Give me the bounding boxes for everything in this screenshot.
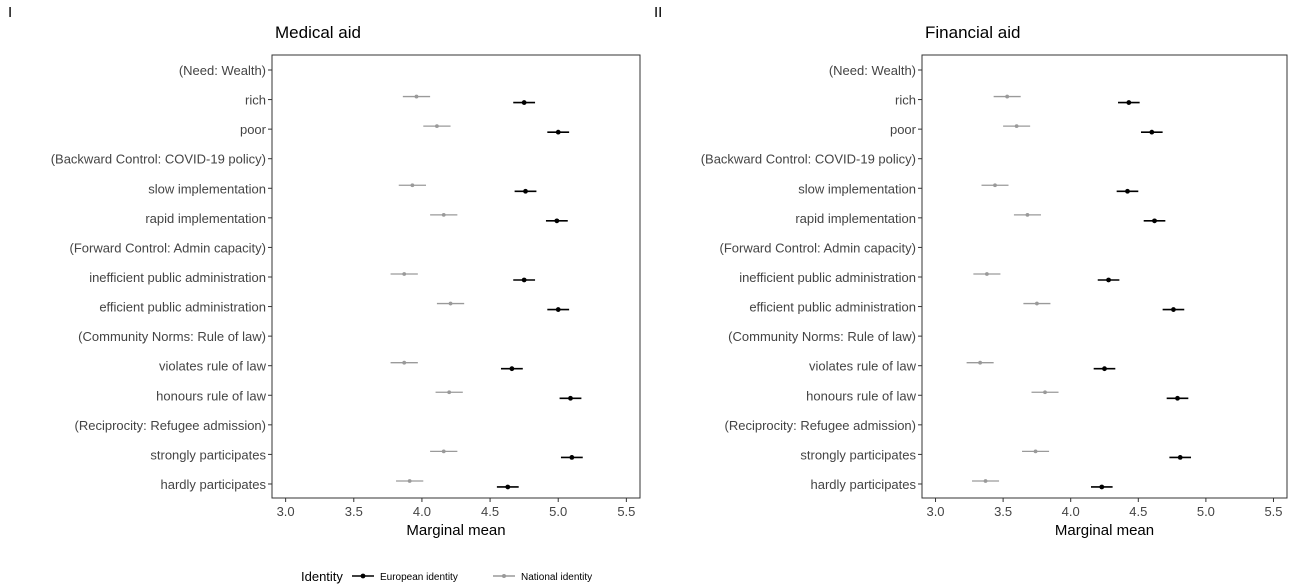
point-european-identity <box>1171 307 1176 312</box>
y-tick-label-hardly-participates: hardly participates <box>811 477 917 492</box>
panel-financial-aid: II Financial aid (Need: Wealth) rich poor (Ba… <box>654 4 1288 539</box>
point-national-identity <box>410 183 415 188</box>
y-tick-label-violates-rule-of-law: violates rule of law <box>809 359 917 374</box>
y-tick-label-rapid-implementation: rapid implementation <box>795 211 916 226</box>
point-european-identity <box>555 307 561 312</box>
point-national-identity <box>1005 94 1010 99</box>
panel-label: I <box>8 4 12 21</box>
point-european-identity <box>509 366 515 372</box>
legend-label-european: European identity <box>380 572 458 583</box>
point-european-identity <box>521 277 527 283</box>
point-european-identity <box>569 455 575 460</box>
y-tick-label-honours-rule-of-law: honours rule of law <box>156 388 266 403</box>
y-tick-label-backward-control-covid-19-policy: (Backward Control: COVID-19 policy) <box>701 152 916 167</box>
point-european-identity <box>1175 395 1180 401</box>
panel-label: II <box>654 4 662 21</box>
x-axis-label: Marginal mean <box>1055 522 1154 539</box>
y-tick-label-violates-rule-of-law: violates rule of law <box>159 359 267 374</box>
x-tick-label: 4.5 <box>1129 504 1147 519</box>
point-national-identity <box>448 301 453 306</box>
point-national-identity <box>1035 301 1039 306</box>
point-national-identity <box>983 479 988 483</box>
point-national-identity <box>993 183 997 188</box>
y-tick-label-strongly-participates: strongly participates <box>150 447 266 462</box>
point-european-identity <box>1177 455 1183 460</box>
legend-key-national-dot <box>502 574 506 578</box>
y-tick-label-efficient-public-administration: efficient public administration <box>99 300 266 315</box>
point-national-identity <box>402 272 407 276</box>
y-tick-label-rich: rich <box>245 93 266 108</box>
point-european-identity <box>505 484 511 490</box>
point-european-identity <box>523 188 528 194</box>
y-tick-label-poor: poor <box>240 122 267 137</box>
y-tick-label-need-wealth: (Need: Wealth) <box>179 63 266 78</box>
y-tick-label-slow-implementation: slow implementation <box>148 181 266 196</box>
y-tick-label-hardly-participates: hardly participates <box>161 477 267 492</box>
x-tick-label: 4.0 <box>1062 504 1080 519</box>
y-tick-label-honours-rule-of-law: honours rule of law <box>806 388 916 403</box>
point-national-identity <box>1025 212 1030 217</box>
x-tick-label: 5.5 <box>1264 504 1282 519</box>
y-tick-label-reciprocity-refugee-admission: (Reciprocity: Refugee admission) <box>725 418 916 433</box>
point-national-identity <box>407 479 412 483</box>
y-tick-label-forward-control-admin-capacity: (Forward Control: Admin capacity) <box>719 240 916 255</box>
point-european-identity <box>1126 100 1132 105</box>
y-tick-label-need-wealth: (Need: Wealth) <box>829 63 916 78</box>
y-tick-label-inefficient-public-administration: inefficient public administration <box>89 270 266 285</box>
legend-label-national: National identity <box>521 572 592 583</box>
point-european-identity <box>1125 188 1130 194</box>
point-european-identity <box>1106 277 1111 283</box>
x-tick-label: 5.0 <box>1197 504 1215 519</box>
panel-medical-aid: I Medical aid (Need: Wealth) rich poor (Backw… <box>8 4 641 539</box>
y-tick-label-rapid-implementation: rapid implementation <box>145 211 266 226</box>
y-tick-label-efficient-public-administration: efficient public administration <box>749 300 916 315</box>
point-european-identity <box>1152 218 1157 224</box>
point-european-identity <box>1102 366 1107 372</box>
y-tick-label-community-norms-rule-of-law: (Community Norms: Rule of law) <box>78 329 266 344</box>
point-national-identity <box>435 124 439 129</box>
point-european-identity <box>568 395 573 401</box>
point-national-identity <box>1043 390 1047 395</box>
legend: Identity European identity National iden… <box>301 569 592 584</box>
x-tick-label: 3.0 <box>926 504 944 519</box>
point-national-identity <box>441 449 446 454</box>
legend-title: Identity <box>301 569 343 584</box>
y-tick-label-backward-control-covid-19-policy: (Backward Control: COVID-19 policy) <box>51 152 266 167</box>
x-axis-label: Marginal mean <box>406 522 505 539</box>
x-tick-label: 5.0 <box>549 504 567 519</box>
point-national-identity <box>1033 449 1038 454</box>
plot-area <box>921 54 1288 499</box>
y-tick-label-reciprocity-refugee-admission: (Reciprocity: Refugee admission) <box>75 418 266 433</box>
point-european-identity <box>1099 484 1105 490</box>
x-tick-label: 4.0 <box>413 504 431 519</box>
plot-area <box>271 54 641 499</box>
chart-title: Medical aid <box>275 23 361 42</box>
x-tick-label: 3.5 <box>994 504 1012 519</box>
legend-key-european-dot <box>360 573 366 579</box>
point-european-identity <box>554 218 560 224</box>
point-national-identity <box>441 212 446 217</box>
x-tick-label: 3.0 <box>277 504 295 519</box>
y-tick-label-poor: poor <box>890 122 917 137</box>
y-tick-label-rich: rich <box>895 93 916 108</box>
y-tick-label-forward-control-admin-capacity: (Forward Control: Admin capacity) <box>69 240 266 255</box>
point-national-identity <box>978 360 983 365</box>
y-tick-label-slow-implementation: slow implementation <box>798 181 916 196</box>
chart-title: Financial aid <box>925 23 1020 42</box>
y-tick-label-inefficient-public-administration: inefficient public administration <box>739 270 916 285</box>
x-tick-label: 5.5 <box>617 504 635 519</box>
point-national-identity <box>447 390 452 395</box>
point-european-identity <box>1149 129 1155 135</box>
point-national-identity <box>414 94 419 99</box>
point-european-identity <box>555 129 561 135</box>
y-tick-label-strongly-participates: strongly participates <box>800 447 916 462</box>
point-european-identity <box>521 100 527 105</box>
y-tick-label-community-norms-rule-of-law: (Community Norms: Rule of law) <box>728 329 916 344</box>
x-tick-label: 4.5 <box>481 504 499 519</box>
point-national-identity <box>402 360 407 365</box>
x-tick-label: 3.5 <box>345 504 363 519</box>
point-national-identity <box>1014 124 1019 129</box>
point-national-identity <box>984 272 989 276</box>
